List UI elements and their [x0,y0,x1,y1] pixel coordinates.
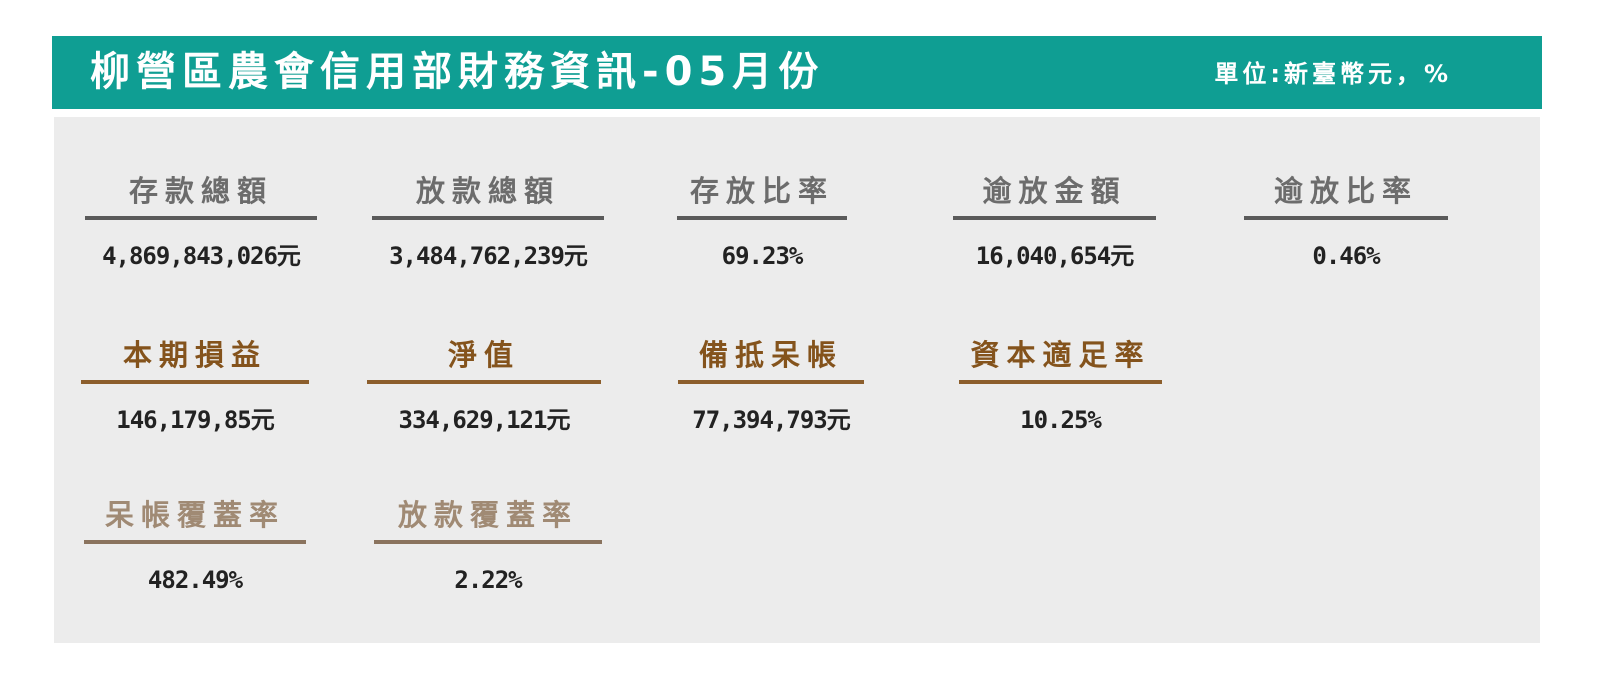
metric-label: 存款總額 [128,174,273,208]
metric-value: 69.23% [721,242,804,270]
metric-label: 放款覆蓋率 [397,498,578,532]
metric-value: 77,394,793元 [692,406,851,434]
metric-capital-adequacy: 資本適足率 10.25% [959,336,1162,436]
metric-value: 334,629,121元 [398,406,571,434]
metric-label: 本期損益 [122,338,267,372]
metric-deposit-total: 存款總額 4,869,843,026元 [85,172,317,272]
metric-divider [677,216,847,220]
page-title: 柳營區農會信用部財務資訊-05月份 [90,49,825,95]
metric-net-worth: 淨值 334,629,121元 [367,336,601,436]
metric-label: 逾放金額 [982,174,1127,208]
metric-bad-debt-coverage: 呆帳覆蓋率 482.49% [84,496,306,596]
metric-loan-coverage: 放款覆蓋率 2.22% [374,496,602,596]
metric-divider [959,380,1162,384]
metric-label: 存放比率 [689,174,834,208]
metric-divider [372,216,604,220]
metric-value: 482.49% [147,566,243,594]
metric-value: 3,484,762,239元 [389,242,588,270]
metric-deposit-loan-ratio: 存放比率 69.23% [677,172,847,272]
metric-label: 備抵呆帳 [698,338,843,372]
metric-divider [1244,216,1448,220]
metric-divider [374,540,602,544]
metric-label: 呆帳覆蓋率 [104,498,285,532]
metric-label: 逾放比率 [1273,174,1418,208]
metric-divider [81,380,309,384]
metric-value: 0.46% [1312,242,1380,270]
metric-bad-debt-allowance: 備抵呆帳 77,394,793元 [678,336,864,436]
metric-divider [84,540,306,544]
metric-loan-total: 放款總額 3,484,762,239元 [372,172,604,272]
metric-overdue-ratio: 逾放比率 0.46% [1244,172,1448,272]
metric-overdue-amount: 逾放金額 16,040,654元 [953,172,1156,272]
metric-value: 16,040,654元 [975,242,1135,270]
metric-divider [953,216,1156,220]
metric-value: 146,179,85元 [116,406,275,434]
metric-period-profit: 本期損益 146,179,85元 [81,336,309,436]
metric-value: 10.25% [1020,406,1102,434]
metric-divider [678,380,864,384]
metric-label: 資本適足率 [970,338,1151,372]
header-banner: 柳營區農會信用部財務資訊-05月份 單位:新臺幣元，% [52,36,1542,109]
metric-label: 淨值 [447,338,520,372]
metric-label: 放款總額 [415,174,560,208]
metric-divider [367,380,601,384]
unit-note: 單位:新臺幣元，% [1214,60,1452,88]
metrics-panel: 存款總額 4,869,843,026元 放款總額 3,484,762,239元 … [54,117,1540,643]
metric-value: 2.22% [454,566,522,594]
metric-divider [85,216,317,220]
metric-value: 4,869,843,026元 [102,242,301,270]
